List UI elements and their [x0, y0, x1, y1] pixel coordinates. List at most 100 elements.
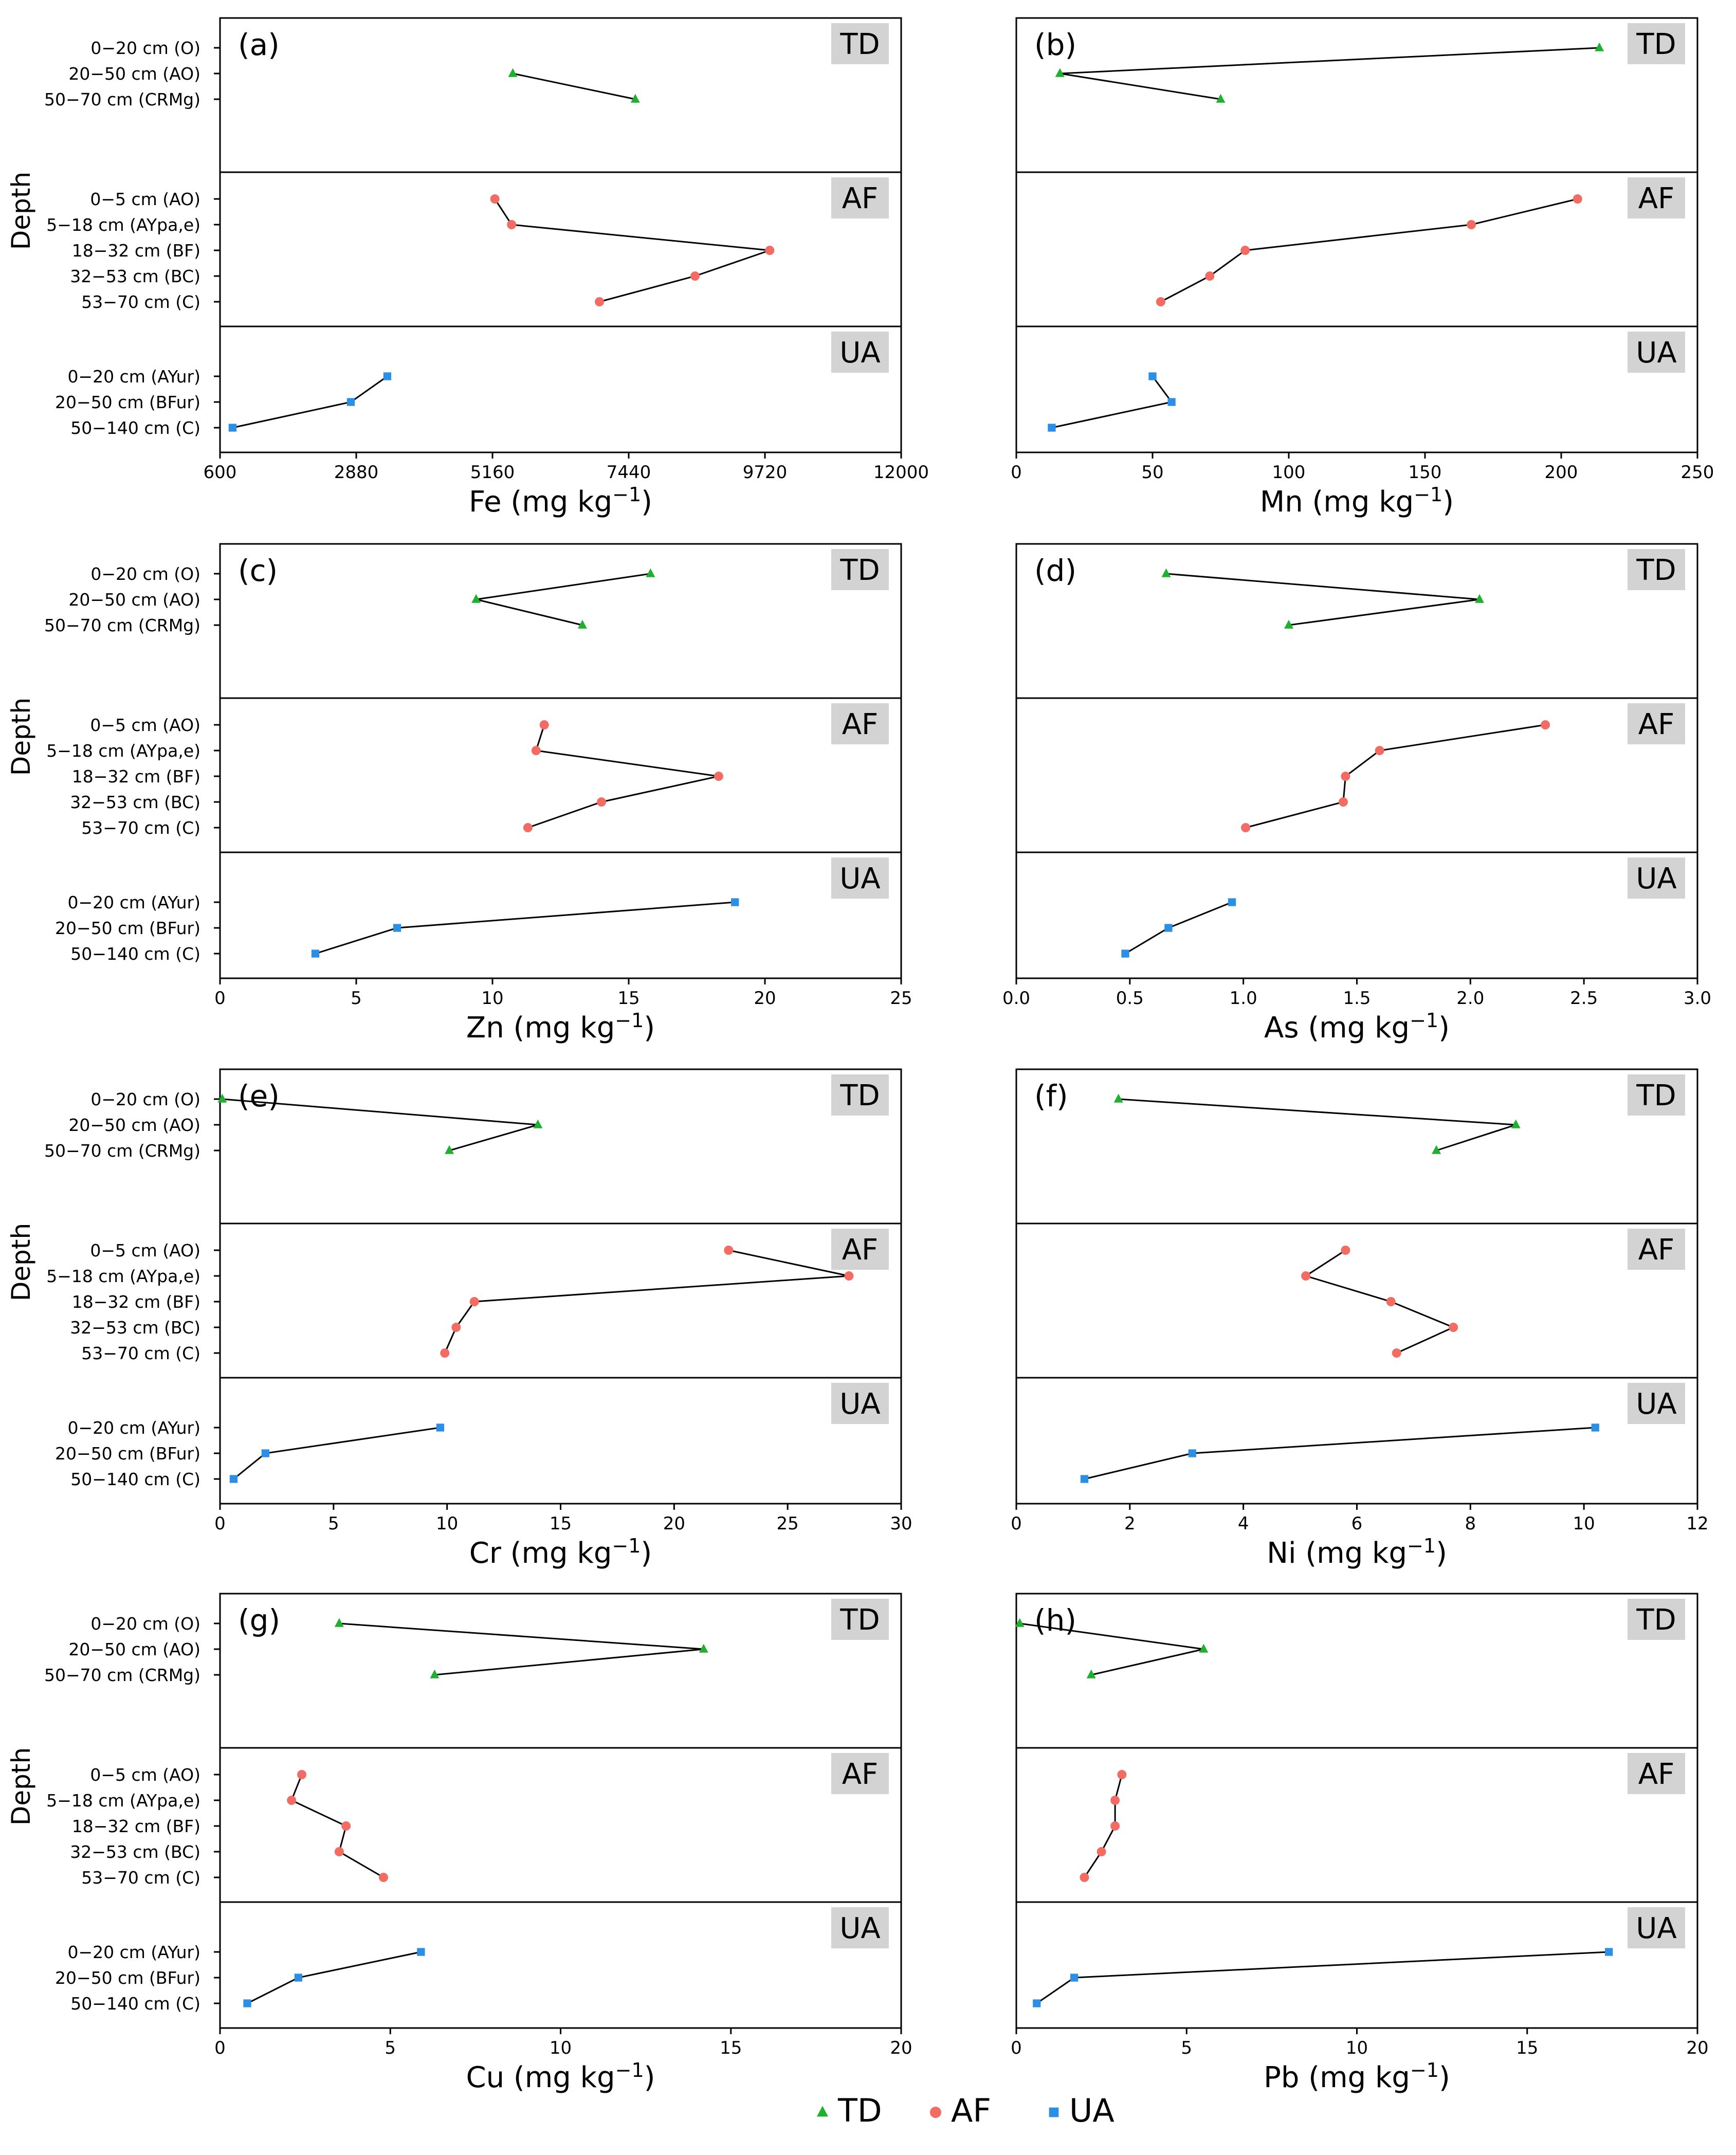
depth-tick-label: 53−70 cm (C) [81, 1343, 200, 1363]
data-point-af [765, 246, 775, 255]
series-line-td [513, 72, 636, 100]
data-point-af [1339, 797, 1348, 807]
data-point-af [287, 1796, 297, 1805]
x-tick-label: 12000 [873, 462, 929, 483]
axes-frame [1015, 1068, 1698, 1505]
x-tick-label: 150 [1409, 462, 1442, 483]
depth-tick-label: 50−70 cm (CRMg) [44, 615, 200, 635]
data-point-ua [1164, 924, 1173, 932]
data-point-td [508, 68, 518, 77]
group-badge [1628, 332, 1685, 373]
x-axis-label: Mn (mg kg−1) [1260, 483, 1454, 519]
x-tick-label: 250 [1681, 462, 1714, 483]
data-point-af [341, 1821, 351, 1831]
data-point-ua [436, 1423, 445, 1432]
x-axis-label: Cu (mg kg−1) [466, 2059, 655, 2094]
data-point-td [334, 1618, 344, 1627]
depth-tick-label: 5−18 cm (AYpa,e) [46, 741, 200, 761]
group-badge [1628, 857, 1685, 899]
data-point-af [714, 772, 723, 781]
group-badge-label: AF [1638, 1233, 1675, 1267]
series-line-ua [315, 901, 735, 955]
depth-tick-label: 50−140 cm (C) [70, 1994, 200, 2014]
x-tick-label: 25 [890, 988, 912, 1009]
group-badge [831, 1229, 889, 1270]
data-point-td [217, 1093, 227, 1103]
data-point-af [1386, 1297, 1396, 1306]
data-point-ua [346, 398, 355, 406]
data-point-ua [1148, 372, 1157, 380]
panel-label: (b) [1034, 27, 1076, 62]
x-tick-label: 20 [890, 2038, 912, 2058]
group-badge [831, 549, 889, 590]
group-badge-label: TD [839, 554, 880, 587]
axes-frame [1015, 17, 1698, 453]
data-point-ua [228, 424, 237, 432]
depth-tick-label: 0−5 cm (AO) [90, 715, 200, 735]
x-tick-label: 7440 [607, 462, 651, 483]
group-badge-label: UA [839, 1912, 880, 1945]
panel-zn: (c) TD 0−20 cm (O) 20−50 cm (AO) 50−70 cm (C… [6, 543, 912, 1045]
data-point-af [1240, 246, 1250, 255]
data-point-td [1432, 1145, 1441, 1154]
data-point-td [699, 1643, 708, 1653]
y-axis-label: Depth [6, 1747, 36, 1825]
data-point-af [1241, 823, 1251, 832]
depth-tick-label: 0−20 cm (O) [90, 564, 200, 584]
series-line-af [1304, 1249, 1455, 1354]
series-line-ua [1125, 901, 1233, 955]
depth-tick-label: 5−18 cm (AYpa,e) [46, 215, 200, 235]
series-line-ua [1036, 1951, 1609, 2004]
depth-tick-label: 32−53 cm (BC) [70, 1318, 200, 1338]
y-axis-label: Depth [6, 172, 36, 250]
data-point-td [1511, 1119, 1521, 1128]
depth-tick-label: 20−50 cm (AO) [68, 1639, 200, 1659]
x-tick-label: 10 [436, 1513, 458, 1534]
depth-tick-label: 50−140 cm (C) [70, 944, 200, 964]
x-tick-label: 20 [754, 988, 776, 1009]
data-point-af [1341, 1246, 1350, 1255]
x-tick-label: 2 [1124, 1513, 1136, 1534]
x-tick-label: 1.0 [1230, 988, 1257, 1009]
axes-frame [1015, 1593, 1698, 2029]
data-point-ua [1605, 1948, 1613, 1956]
x-tick-label: 0.0 [1002, 988, 1030, 1009]
group-badge [1628, 703, 1685, 744]
series-line-af [1245, 724, 1546, 829]
legend-label-af: AF [951, 2092, 991, 2129]
data-point-td [1284, 619, 1293, 629]
x-tick-label: 0 [214, 2038, 226, 2058]
x-axis-label: Ni (mg kg−1) [1267, 1535, 1447, 1570]
depth-tick-label: 50−140 cm (C) [70, 418, 200, 438]
x-tick-label: 5 [328, 1513, 339, 1534]
depth-tick-label: 0−20 cm (AYur) [67, 1942, 200, 1962]
series-line-af [1160, 198, 1578, 303]
x-tick-label: 5 [351, 988, 362, 1009]
depth-tick-label: 50−70 cm (CRMg) [44, 89, 200, 109]
series-line-ua [1084, 1427, 1596, 1480]
depth-tick-label: 53−70 cm (C) [81, 1868, 200, 1888]
axes-frame [219, 1593, 902, 2029]
group-badge [831, 23, 889, 64]
panel-cu: (g) TD 0−20 cm (O) 20−50 cm (AO) 50−70 cm (C… [6, 1593, 912, 2094]
data-point-af [1573, 194, 1582, 204]
x-tick-label: 2.0 [1456, 988, 1484, 1009]
group-badge [1628, 23, 1685, 64]
legend: TD AF UA [817, 2092, 1114, 2129]
data-point-af [1205, 271, 1215, 281]
data-point-ua [1167, 398, 1176, 406]
data-point-td [1199, 1643, 1209, 1653]
x-tick-label: 15 [720, 2038, 742, 2058]
depth-tick-label: 0−20 cm (O) [90, 38, 200, 58]
data-point-af [597, 797, 606, 807]
group-badge-label: TD [839, 28, 880, 61]
group-badge-label: TD [1636, 1603, 1676, 1637]
data-point-af [1541, 720, 1550, 729]
group-badge [831, 1383, 889, 1424]
depth-tick-label: 0−20 cm (O) [90, 1614, 200, 1634]
group-badge [831, 177, 889, 218]
data-point-af [1467, 220, 1476, 229]
panel-as: (d) TD AF UA 0.0 0.5 1.0 1.5 2.0 2.5 3.0 As (mg kg−… [1002, 543, 1711, 1045]
x-tick-label: 5160 [470, 462, 515, 483]
